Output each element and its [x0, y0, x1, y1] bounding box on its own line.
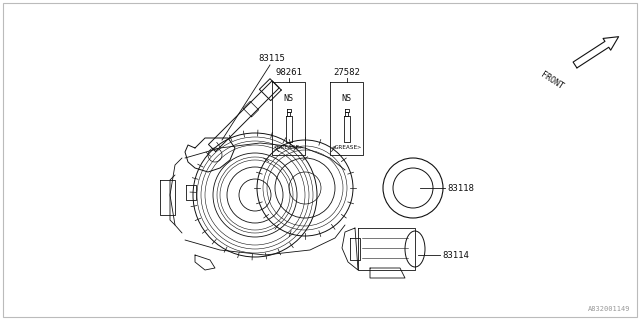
Text: 83114: 83114 [442, 251, 469, 260]
Text: 98261: 98261 [275, 68, 302, 77]
Text: A832001149: A832001149 [588, 306, 630, 312]
Text: 27582: 27582 [333, 68, 360, 77]
Text: NS: NS [284, 93, 294, 102]
Text: NS: NS [342, 93, 351, 102]
Text: <GREASE>: <GREASE> [332, 145, 362, 149]
Text: FRONT: FRONT [539, 70, 565, 91]
Text: 83115: 83115 [259, 54, 285, 63]
Text: <GREASE>: <GREASE> [273, 145, 303, 149]
Text: 83118: 83118 [447, 183, 474, 193]
